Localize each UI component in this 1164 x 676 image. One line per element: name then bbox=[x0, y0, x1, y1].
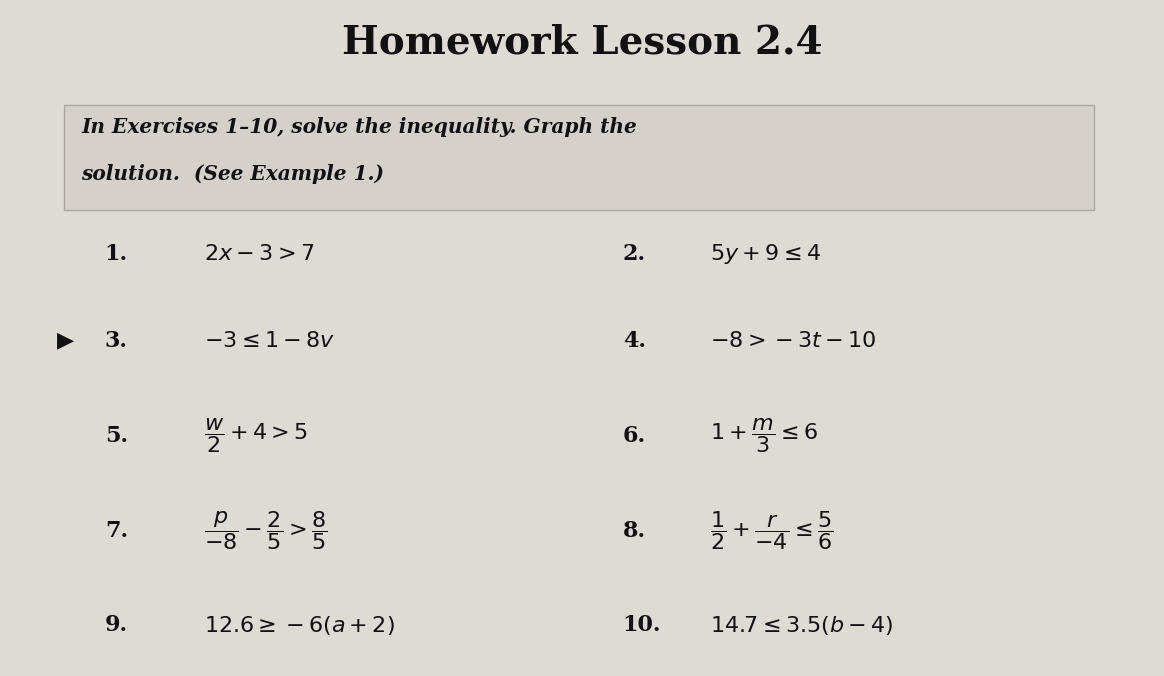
Text: $12.6\geq -6(a+2)$: $12.6\geq -6(a+2)$ bbox=[204, 614, 395, 637]
Text: 1.: 1. bbox=[105, 243, 128, 264]
Text: 3.: 3. bbox=[105, 331, 128, 352]
Text: $\dfrac{w}{2}+4>5$: $\dfrac{w}{2}+4>5$ bbox=[204, 416, 307, 456]
Text: $1+\dfrac{m}{3}\leq 6$: $1+\dfrac{m}{3}\leq 6$ bbox=[710, 416, 818, 456]
Text: 8.: 8. bbox=[623, 520, 646, 541]
Text: 10.: 10. bbox=[623, 614, 661, 636]
FancyBboxPatch shape bbox=[64, 105, 1094, 210]
Text: $\dfrac{1}{2}+\dfrac{r}{-4}\leq\dfrac{5}{6}$: $\dfrac{1}{2}+\dfrac{r}{-4}\leq\dfrac{5}… bbox=[710, 509, 833, 552]
Text: $\dfrac{p}{-8}-\dfrac{2}{5}>\dfrac{8}{5}$: $\dfrac{p}{-8}-\dfrac{2}{5}>\dfrac{8}{5}… bbox=[204, 509, 327, 552]
Text: 7.: 7. bbox=[105, 520, 128, 541]
Text: 6.: 6. bbox=[623, 425, 646, 447]
Text: $14.7\leq 3.5(b-4)$: $14.7\leq 3.5(b-4)$ bbox=[710, 614, 894, 637]
Text: $5y+9\leq 4$: $5y+9\leq 4$ bbox=[710, 241, 821, 266]
Text: solution.  (See Example 1.): solution. (See Example 1.) bbox=[81, 164, 384, 185]
Text: In Exercises 1–10, solve the inequality. Graph the: In Exercises 1–10, solve the inequality.… bbox=[81, 117, 637, 137]
Text: Homework Lesson 2.4: Homework Lesson 2.4 bbox=[342, 24, 822, 62]
Text: 4.: 4. bbox=[623, 331, 646, 352]
Text: 9.: 9. bbox=[105, 614, 128, 636]
Text: $2x-3>7$: $2x-3>7$ bbox=[204, 243, 314, 264]
Text: $\blacktriangleright$: $\blacktriangleright$ bbox=[52, 331, 76, 352]
Text: $-8>-3t-10$: $-8>-3t-10$ bbox=[710, 331, 876, 352]
Text: 2.: 2. bbox=[623, 243, 646, 264]
Text: 5.: 5. bbox=[105, 425, 128, 447]
Text: $-3\leq 1-8v$: $-3\leq 1-8v$ bbox=[204, 331, 335, 352]
